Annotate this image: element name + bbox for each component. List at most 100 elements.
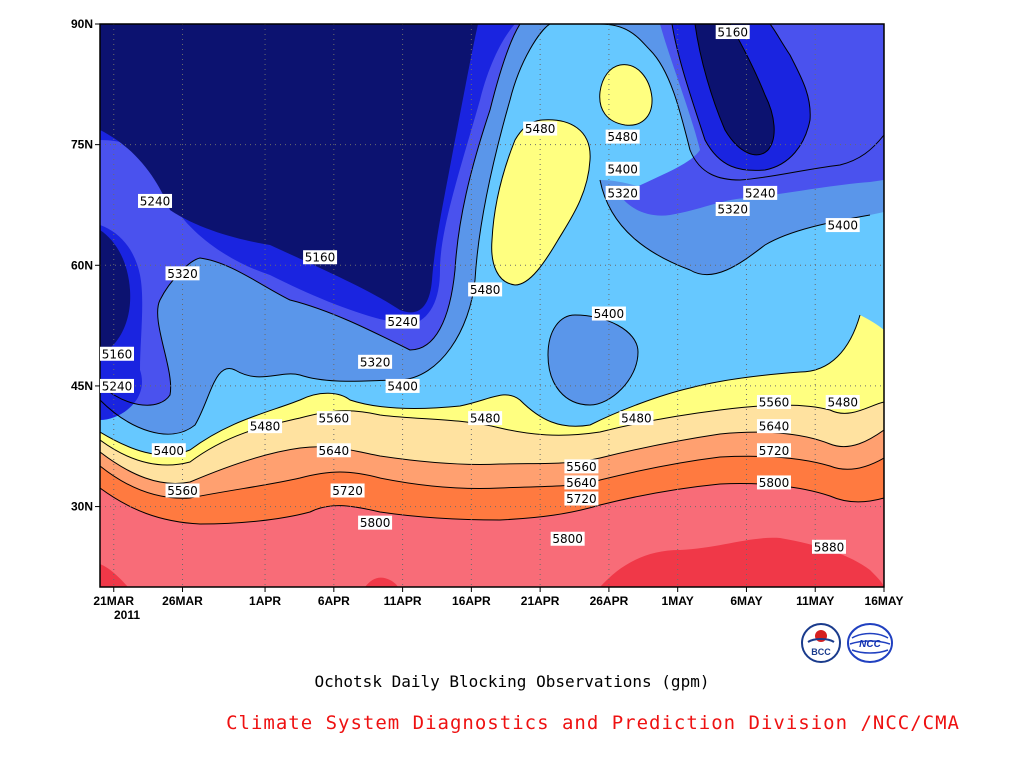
contour-label-text: 5800 [759, 476, 790, 490]
contour-label: 5320 [165, 266, 200, 281]
contour-label: 5560 [316, 411, 351, 426]
contour-label-box [564, 475, 599, 490]
contour-label-box [715, 25, 750, 40]
contour-label-box [825, 218, 860, 233]
contour-label: 5400 [151, 443, 186, 458]
contour-label-text: 5560 [759, 396, 790, 410]
contour-label-text: 5560 [566, 460, 597, 474]
contour-label: 5720 [330, 483, 365, 498]
contour-label: 5720 [564, 491, 599, 506]
y-tick-label: 30N [71, 500, 93, 514]
contour-label: 5800 [550, 531, 585, 546]
contour-label-box [138, 193, 173, 208]
contour-label-text: 5720 [566, 492, 597, 506]
contour-label-box [605, 185, 640, 200]
band-lt5160-ne [695, 24, 775, 155]
contour-label: 5560 [564, 459, 599, 474]
contour-label-box [151, 443, 186, 458]
plot-area [100, 24, 884, 587]
contour-label: 5560 [756, 395, 791, 410]
contour-label-text: 5320 [717, 202, 748, 216]
contour-label: 5320 [605, 185, 640, 200]
contour-label-text: 5160 [305, 251, 336, 265]
contour-label-text: 5640 [319, 444, 350, 458]
contour-label-text: 5480 [607, 130, 638, 144]
contour-label: 5240 [743, 185, 778, 200]
grid-lines [100, 24, 884, 587]
contour-label-box [316, 411, 351, 426]
x-axis: 21MAR 26MAR 1APR 6APR 11APR 16APR 21APR 26APR 1M… [93, 587, 903, 608]
contour-label-text: 5480 [470, 283, 501, 297]
blob-5480-a [491, 119, 591, 286]
contour-labels: 5160 5240 5160 5320 5480 5480 5400 5320 5240 5320… [100, 25, 860, 554]
contour-label: 5480 [605, 129, 640, 144]
x-tick-label: 6MAY [730, 594, 762, 608]
x-tick-label: 1APR [249, 594, 281, 608]
x-tick-label: 21MAR [93, 594, 134, 608]
contour-label-box [385, 314, 420, 329]
contour-label-text: 5720 [332, 484, 363, 498]
contour-label: 5160 [100, 346, 134, 361]
bcc-logo-text: BCC [811, 647, 831, 657]
contour-label-text: 5320 [607, 186, 638, 200]
contour-label-box [165, 266, 200, 281]
contour-label-text: 5400 [594, 307, 625, 321]
contour-label: 5480 [523, 121, 558, 136]
y-axis: 30N 45N 60N 75N 90N [71, 17, 100, 514]
contour-label-box [811, 539, 846, 554]
contour-label-text: 5160 [717, 26, 748, 40]
contour-label-text: 5400 [387, 379, 418, 393]
band-5880 [100, 537, 884, 587]
contour-label-text: 5400 [153, 444, 184, 458]
contour-label-text: 5720 [759, 444, 790, 458]
credit-line: Climate System Diagnostics and Predictio… [226, 712, 960, 734]
contour-label: 5880 [811, 539, 846, 554]
contour-label: 5800 [358, 515, 393, 530]
blob-5480-b [599, 64, 653, 126]
contour-label: 5480 [619, 411, 654, 426]
x-tick-label: 21APR [521, 594, 560, 608]
contour-label-text: 5400 [607, 162, 638, 176]
plot-frame [99, 23, 885, 588]
contour-label-box [756, 443, 791, 458]
contour-label: 5480 [825, 395, 860, 410]
contour-label-box [756, 419, 791, 434]
y-tick-label: 60N [71, 258, 93, 272]
contour-label: 5240 [138, 193, 173, 208]
contour-label-box [619, 411, 654, 426]
x-tick-label: 11APR [384, 594, 422, 608]
contour-label-box [564, 491, 599, 506]
contour-label: 5240 [100, 378, 134, 393]
contour-label-text: 5800 [552, 532, 583, 546]
contour-label-text: 5480 [525, 122, 556, 136]
contour-label-box [743, 185, 778, 200]
ncc-logo-text: NCC [859, 639, 881, 650]
y-tick-label: 45N [71, 379, 93, 393]
contour-label-box [605, 129, 640, 144]
contour-label-text: 5240 [387, 315, 418, 329]
x-tick-label: 11MAY [796, 594, 834, 608]
contour-label: 5400 [605, 161, 640, 176]
contour-label: 5400 [591, 306, 626, 321]
contour-label-box [165, 483, 200, 498]
x-tick-label: 1MAY [662, 594, 694, 608]
contour-label-text: 5400 [827, 219, 858, 233]
contour-label-box [756, 475, 791, 490]
contour-label: 5160 [303, 250, 338, 265]
contour-label-box [303, 250, 338, 265]
x-tick-label: 26MAR [162, 594, 203, 608]
contour-label: 5400 [825, 218, 860, 233]
contour-label: 5640 [316, 443, 351, 458]
contour-label-text: 5480 [250, 420, 281, 434]
x-year-label: 2011 [114, 608, 140, 622]
contour-label-text: 5800 [360, 516, 391, 530]
band-5320-center [548, 315, 638, 405]
contour-label-box [715, 201, 750, 216]
x-tick-label: 6APR [318, 594, 350, 608]
contour-label-text: 5240 [102, 379, 133, 393]
contour-label-text: 5880 [814, 540, 845, 554]
contour-label: 5640 [564, 475, 599, 490]
x-tick-label: 16APR [452, 594, 491, 608]
contour-label-text: 5560 [319, 412, 350, 426]
